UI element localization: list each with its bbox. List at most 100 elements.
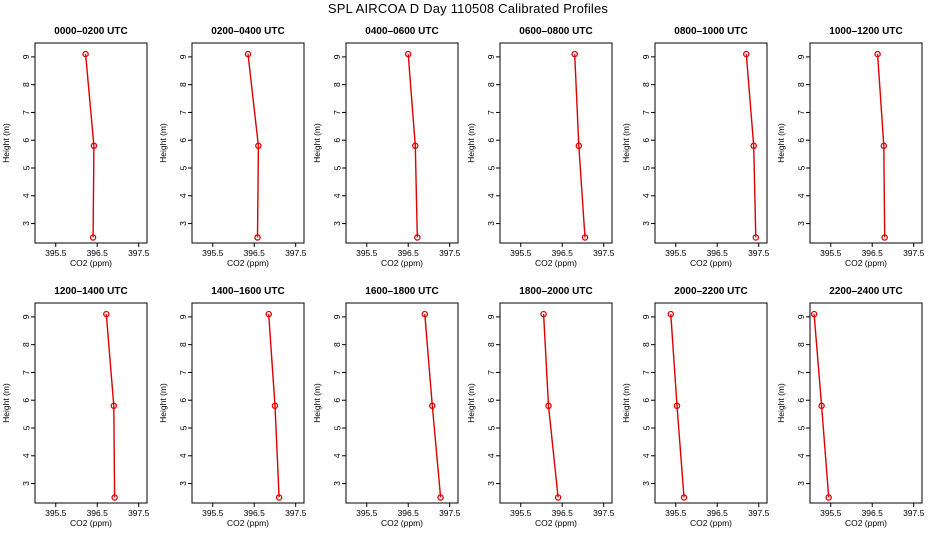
- x-tick-label: 397.5: [748, 248, 770, 258]
- panel-title: 1800–2000 UTC: [519, 286, 592, 297]
- y-tick-label: 7: [796, 370, 806, 375]
- x-tick-label: 395.5: [45, 508, 67, 518]
- y-axis-label: Height (m): [312, 123, 322, 163]
- plot-frame: [345, 302, 459, 504]
- profile-point: [254, 234, 261, 241]
- y-tick-label: 8: [796, 342, 806, 347]
- y-tick-label: 8: [486, 82, 496, 87]
- y-tick-label: 9: [21, 54, 31, 59]
- y-axis-label: Height (m): [776, 383, 786, 423]
- panel-title: 0200–0400 UTC: [211, 26, 284, 37]
- x-axis-label: CO2 (ppm): [381, 258, 423, 268]
- profile-point: [110, 402, 118, 410]
- y-axis-label: Height (m): [466, 123, 476, 163]
- profile-line: [247, 54, 260, 238]
- y-tick-label: 9: [178, 54, 188, 59]
- y-tick-label: 6: [796, 138, 806, 143]
- profile-point: [414, 234, 421, 241]
- panel-title: 1400–1600 UTC: [211, 286, 284, 297]
- x-tick-label: 397.5: [285, 508, 307, 518]
- profile-point: [818, 402, 825, 410]
- y-tick-label: 3: [21, 481, 31, 486]
- profile-point: [881, 234, 888, 241]
- x-tick-label: 397.5: [903, 248, 925, 258]
- profile-point: [404, 50, 412, 58]
- x-axis-label: CO2 (ppm): [535, 518, 577, 528]
- x-tick-label: 397.5: [285, 248, 307, 258]
- y-axis-label: Height (m): [776, 123, 786, 163]
- y-tick-label: 3: [486, 221, 496, 226]
- x-axis-label: CO2 (ppm): [381, 518, 423, 528]
- y-tick-label: 9: [486, 54, 496, 59]
- plot-frame: [34, 42, 148, 244]
- x-tick-label: 395.5: [510, 248, 532, 258]
- x-tick-label: 395.5: [202, 508, 224, 518]
- y-axis-label: Height (m): [621, 123, 631, 163]
- y-tick-label: 3: [486, 481, 496, 486]
- y-tick-label: 7: [21, 370, 31, 375]
- y-tick-label: 4: [178, 193, 188, 198]
- x-tick-label: 396.5: [244, 508, 266, 518]
- y-tick-label: 5: [332, 165, 342, 170]
- plot-frame: [345, 42, 459, 244]
- y-tick-label: 4: [21, 193, 31, 198]
- profile-point: [581, 234, 589, 241]
- profile-point: [103, 310, 110, 318]
- plot-frame: [654, 42, 768, 244]
- y-tick-label: 4: [796, 193, 806, 198]
- y-axis-label: Height (m): [158, 383, 168, 423]
- x-tick-label: 397.5: [748, 508, 770, 518]
- y-axis-label: Height (m): [158, 123, 168, 163]
- y-tick-label: 8: [21, 82, 31, 87]
- x-tick-label: 396.5: [398, 508, 420, 518]
- profile-point: [271, 402, 279, 410]
- panel-title: 0000–0200 UTC: [54, 26, 127, 37]
- y-tick-label: 5: [332, 425, 342, 430]
- profile-point: [82, 50, 89, 58]
- profile-point: [575, 142, 583, 150]
- y-tick-label: 9: [332, 54, 342, 59]
- panel-title: 1200–1400 UTC: [54, 286, 127, 297]
- y-tick-label: 8: [178, 82, 188, 87]
- x-tick-label: 397.5: [439, 508, 461, 518]
- y-tick-label: 6: [486, 398, 496, 403]
- panel-title: 1600–1800 UTC: [365, 286, 438, 297]
- panel-title: 2000–2200 UTC: [674, 286, 747, 297]
- profile-point: [90, 142, 98, 150]
- y-tick-label: 3: [178, 221, 188, 226]
- panel-title: 0600–0800 UTC: [519, 26, 592, 37]
- y-tick-label: 9: [796, 54, 806, 59]
- plot-frame: [499, 302, 613, 504]
- x-axis-label: CO2 (ppm): [535, 258, 577, 268]
- profile-point: [429, 402, 436, 410]
- x-tick-label: 395.5: [356, 248, 378, 258]
- y-tick-label: 7: [178, 370, 188, 375]
- x-tick-label: 397.5: [903, 508, 925, 518]
- profile-point: [571, 50, 578, 58]
- y-tick-label: 8: [332, 342, 342, 347]
- x-tick-label: 396.5: [862, 248, 884, 258]
- x-tick-label: 395.5: [820, 508, 842, 518]
- y-tick-label: 6: [641, 398, 651, 403]
- profile-point: [244, 50, 252, 58]
- y-tick-label: 9: [21, 314, 31, 319]
- y-tick-label: 4: [796, 453, 806, 458]
- plot-frame: [191, 302, 305, 504]
- y-tick-label: 7: [796, 110, 806, 115]
- x-tick-label: 396.5: [244, 248, 266, 258]
- panel-title: 0400–0600 UTC: [365, 26, 438, 37]
- profile-point: [437, 494, 444, 501]
- x-tick-label: 397.5: [128, 508, 150, 518]
- plot-frame: [34, 302, 148, 504]
- y-tick-label: 6: [486, 138, 496, 143]
- y-axis-label: Height (m): [1, 383, 11, 423]
- y-tick-label: 4: [332, 453, 342, 458]
- x-tick-label: 395.5: [45, 248, 67, 258]
- x-tick-label: 396.5: [87, 248, 109, 258]
- profile-line: [84, 54, 95, 238]
- y-tick-label: 5: [641, 165, 651, 170]
- plot-frame: [809, 42, 923, 244]
- y-tick-label: 8: [641, 342, 651, 347]
- profile-point: [421, 310, 429, 318]
